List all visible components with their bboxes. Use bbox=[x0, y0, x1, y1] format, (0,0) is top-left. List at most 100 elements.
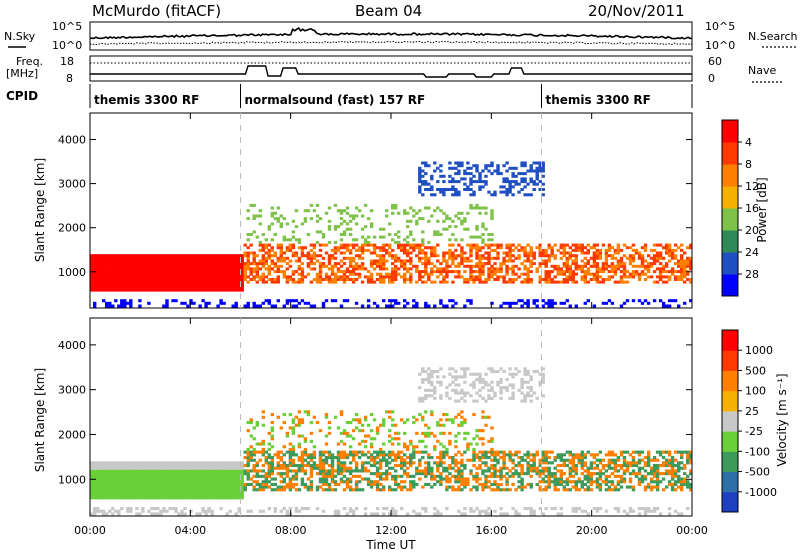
scatter-cell bbox=[421, 431, 425, 435]
scatter-cell bbox=[144, 280, 148, 284]
scatter-cell bbox=[267, 299, 271, 303]
scatter-cell bbox=[321, 488, 326, 492]
scatter-cell bbox=[406, 270, 410, 274]
scatter-cell bbox=[544, 480, 548, 484]
scatter-cell bbox=[481, 246, 485, 250]
scatter-cell bbox=[601, 458, 606, 462]
scatter-cell bbox=[436, 512, 440, 516]
scatter-cell bbox=[186, 285, 190, 289]
scatter-cell bbox=[538, 485, 542, 489]
scatter-cell bbox=[279, 488, 283, 492]
scatter-cell bbox=[105, 490, 109, 494]
scatter-cell bbox=[321, 464, 326, 468]
scatter-cell bbox=[96, 485, 100, 489]
scatter-cell bbox=[502, 259, 506, 263]
scatter-cell bbox=[363, 203, 368, 207]
scatter-cell bbox=[487, 275, 491, 279]
scatter-cell bbox=[439, 453, 443, 457]
scatter-cell bbox=[529, 386, 533, 390]
scatter-cell bbox=[156, 270, 160, 274]
scatter-cell bbox=[165, 272, 169, 276]
nave-tick-bottom: 0 bbox=[708, 72, 715, 85]
scatter-cell bbox=[640, 256, 645, 260]
scatter-cell bbox=[186, 466, 190, 470]
scatter-cell bbox=[562, 270, 566, 274]
scatter-cell bbox=[457, 180, 461, 184]
scatter-cell bbox=[445, 391, 449, 395]
scatter-cell bbox=[442, 413, 446, 417]
scatter-cell bbox=[117, 283, 121, 287]
scatter-cell bbox=[96, 270, 100, 274]
scatter-cell bbox=[168, 488, 172, 492]
scatter-cell bbox=[147, 472, 151, 476]
scatter-cell bbox=[418, 450, 422, 454]
scatter-cell bbox=[375, 450, 380, 454]
scatter-cell bbox=[309, 421, 314, 425]
scatter-cell bbox=[451, 299, 455, 303]
scatter-cell bbox=[300, 248, 305, 252]
scatter-cell bbox=[198, 490, 202, 494]
scatter-cell bbox=[267, 248, 271, 252]
scatter-cell bbox=[249, 458, 253, 462]
scatter-cell bbox=[192, 272, 196, 276]
scatter-cell bbox=[192, 270, 196, 274]
scatter-cell bbox=[165, 496, 169, 500]
noise-sky-trace bbox=[89, 27, 693, 40]
scatter-cell bbox=[409, 275, 413, 279]
scatter-cell bbox=[117, 493, 121, 497]
scatter-cell bbox=[174, 259, 178, 263]
scatter-cell bbox=[324, 477, 329, 481]
scatter-cell bbox=[448, 270, 452, 274]
scatter-cell bbox=[138, 256, 142, 260]
scatter-cell bbox=[409, 439, 413, 443]
scatter-cell bbox=[201, 285, 205, 289]
scatter-cell bbox=[547, 461, 551, 465]
scatter-cell bbox=[610, 254, 615, 258]
scatter-cell bbox=[177, 259, 181, 263]
scatter-cell bbox=[165, 270, 169, 274]
scatter-cell bbox=[481, 264, 485, 268]
scatter-cell bbox=[478, 185, 482, 189]
scatter-cell bbox=[300, 456, 305, 460]
scatter-cell bbox=[610, 270, 615, 274]
scatter-cell bbox=[460, 474, 464, 478]
scatter-cell bbox=[436, 166, 440, 170]
scatter-cell bbox=[529, 177, 533, 181]
scatter-cell bbox=[186, 474, 190, 478]
scatter-cell bbox=[520, 383, 524, 387]
scatter-cell bbox=[598, 477, 603, 481]
scatter-cell bbox=[135, 490, 139, 494]
scatter-cell bbox=[267, 431, 271, 435]
scatter-cell bbox=[424, 461, 428, 465]
scatter-cell bbox=[562, 301, 566, 305]
scatter-cell bbox=[147, 485, 151, 489]
scatter-cell bbox=[366, 480, 371, 484]
scatter-cell bbox=[138, 288, 142, 292]
scatter-cell bbox=[457, 391, 461, 395]
scatter-cell bbox=[231, 464, 235, 468]
scatter-cell bbox=[138, 474, 142, 478]
scatter-cell bbox=[421, 507, 425, 511]
scatter-cell bbox=[487, 254, 491, 258]
scatter-cell bbox=[213, 469, 217, 473]
scatter-cell bbox=[574, 472, 578, 476]
scatter-cell bbox=[454, 458, 458, 462]
scatter-cell bbox=[643, 248, 648, 252]
scatter-cell bbox=[249, 278, 253, 281]
scatter-cell bbox=[171, 496, 175, 500]
scatter-cell bbox=[102, 272, 106, 276]
scatter-cell bbox=[689, 299, 693, 303]
scatter-cell bbox=[246, 482, 250, 486]
scatter-cell bbox=[180, 482, 184, 486]
scatter-cell bbox=[156, 488, 160, 492]
scatter-cell bbox=[291, 251, 296, 255]
scatter-cell bbox=[189, 280, 193, 284]
scatter-cell bbox=[177, 493, 181, 497]
scatter-cell bbox=[171, 299, 175, 303]
scatter-cell bbox=[291, 270, 296, 274]
scatter-cell bbox=[646, 264, 651, 268]
scatter-cell bbox=[345, 421, 350, 425]
scatter-cell bbox=[126, 254, 130, 258]
scatter-cell bbox=[607, 278, 612, 281]
scatter-cell bbox=[183, 472, 187, 476]
